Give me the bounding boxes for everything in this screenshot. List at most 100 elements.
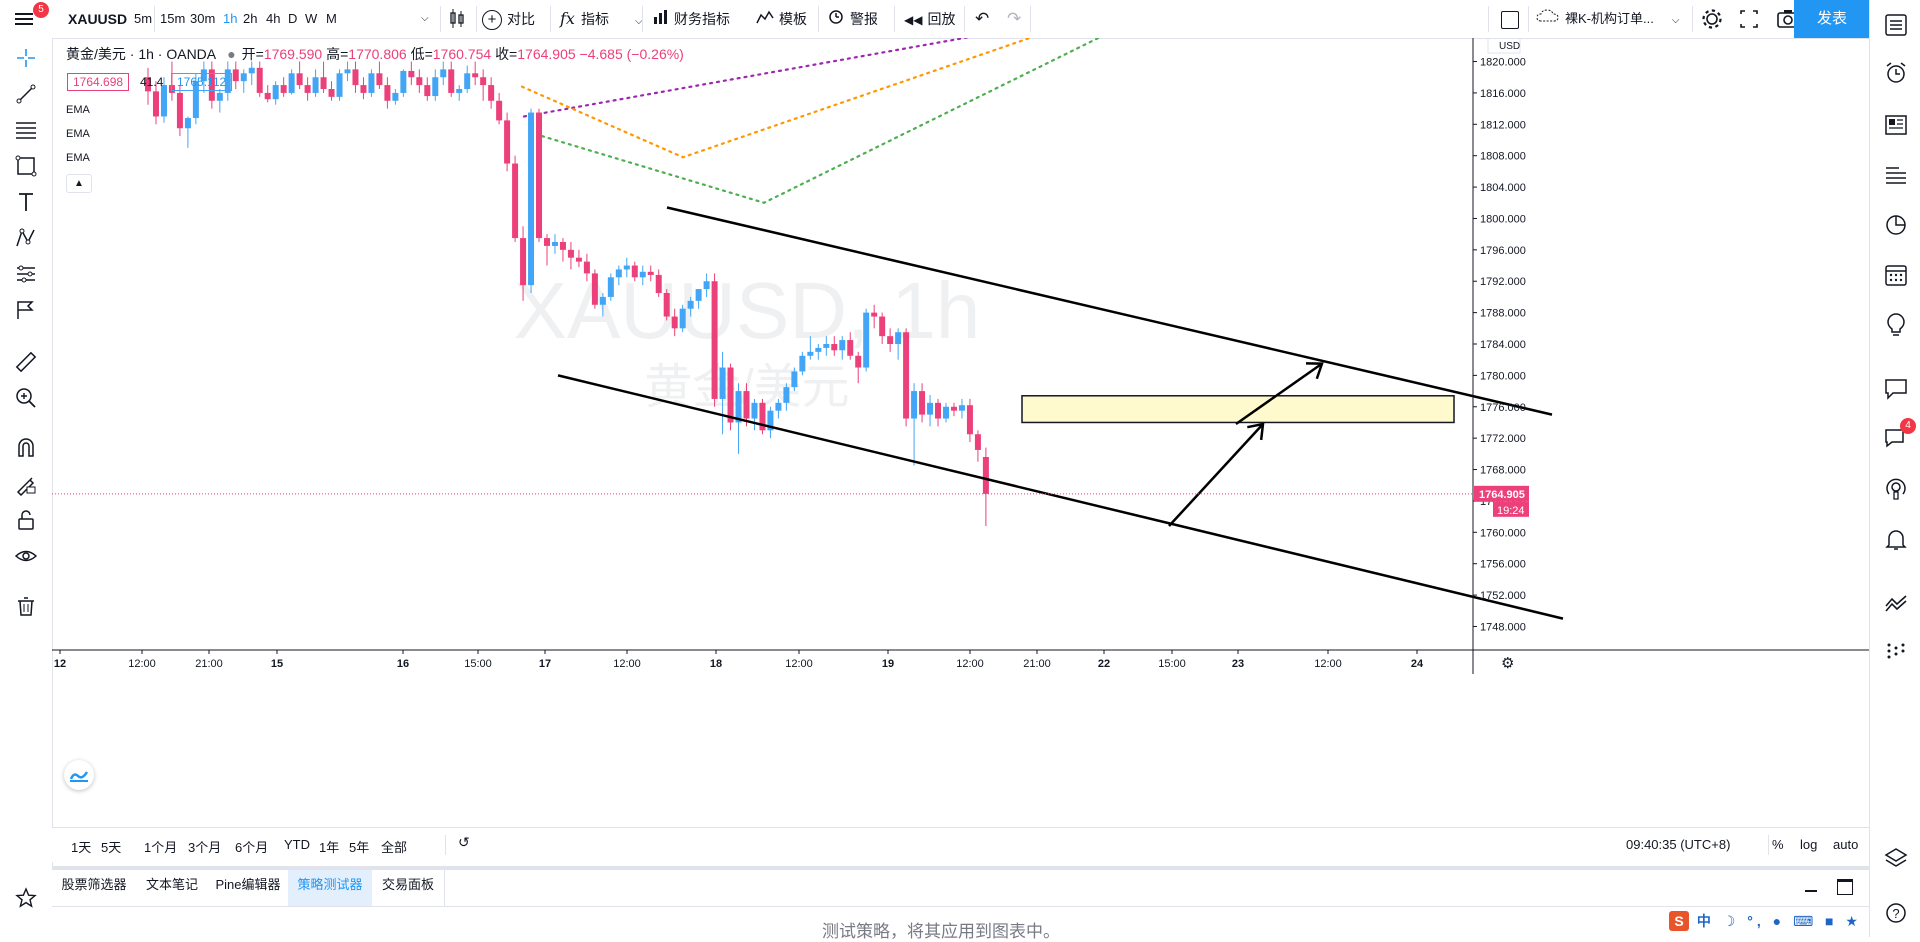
bid-price-box[interactable]: 1764.698 — [67, 73, 130, 91]
range-button-0[interactable]: 1天 — [71, 840, 92, 855]
symbol-search[interactable]: XAUUSD — [68, 11, 128, 27]
publish-button[interactable]: 发表 — [1794, 0, 1870, 38]
supply-zone-rectangle[interactable] — [1021, 395, 1455, 424]
ask-price-box[interactable]: 1765.112 — [171, 73, 233, 91]
arrow-up-2[interactable] — [1235, 362, 1323, 426]
range-button-6[interactable]: 1年 — [319, 840, 340, 855]
range-button-2[interactable]: 1个月 — [144, 840, 178, 855]
range-button-1[interactable]: 5天 — [101, 840, 122, 855]
range-button-5[interactable]: YTD — [284, 837, 310, 852]
calendar-icon[interactable] — [1883, 262, 1909, 288]
indicators-button[interactable]: fx 指标 ⌵ — [560, 0, 643, 38]
replay-button[interactable]: ◀◀ 回放 — [904, 0, 955, 38]
lightbulb-icon[interactable] — [1883, 312, 1909, 338]
range-button-4[interactable]: 6个月 — [235, 840, 269, 855]
range-button-3[interactable]: 3个月 — [188, 840, 222, 855]
icons-tool-icon[interactable] — [14, 298, 38, 322]
currency-label[interactable]: USD — [1499, 41, 1520, 52]
interval-W[interactable]: W — [305, 11, 318, 26]
layers-icon[interactable] — [1883, 846, 1909, 872]
settings-gear-icon[interactable] — [1700, 0, 1726, 38]
ema-line-0[interactable] — [540, 38, 1162, 204]
symbol-title[interactable]: 黄金/美元 · 1h · OANDA — [66, 46, 216, 62]
range-button-7[interactable]: 5年 — [349, 840, 370, 855]
ema-line-2[interactable] — [520, 38, 1162, 159]
tradingview-logo-icon[interactable] — [64, 760, 94, 790]
chat-icon[interactable] — [1883, 376, 1909, 402]
interval-D[interactable]: D — [288, 11, 298, 26]
tab-4[interactable]: 交易面板 — [372, 870, 445, 906]
alerts-button[interactable]: 警报 — [827, 0, 878, 38]
interval-2h[interactable]: 2h — [243, 11, 258, 26]
candle-body — [160, 85, 167, 117]
auto-scale-toggle[interactable]: auto — [1833, 837, 1859, 852]
streams-icon[interactable] — [1883, 476, 1909, 502]
ideas-list-icon[interactable] — [1883, 162, 1909, 188]
interval-15m[interactable]: 15m — [160, 11, 186, 26]
visibility-dots-icon[interactable]: ● — [227, 46, 236, 62]
minimize-panel-icon[interactable] — [1805, 890, 1817, 892]
magnet-icon[interactable] — [14, 436, 38, 460]
financials-button[interactable]: 财务指标 — [653, 0, 730, 38]
lock-drawing-icon[interactable] — [14, 472, 38, 497]
alarm-clock-icon[interactable] — [1883, 60, 1909, 86]
interval-1h[interactable]: 1h — [223, 11, 238, 26]
help-icon[interactable]: ? — [1883, 900, 1909, 926]
trading-panel-icon[interactable] — [1883, 590, 1909, 616]
notifications-bell-icon[interactable] — [1883, 526, 1909, 552]
fib-retracement-icon[interactable] — [14, 118, 38, 142]
interval-M[interactable]: M — [326, 11, 337, 26]
clock-time[interactable]: 09:40:35 (UTC+8) — [1626, 837, 1731, 852]
log-scale-toggle[interactable]: log — [1800, 837, 1818, 852]
trash-icon[interactable] — [14, 594, 38, 618]
shape-rectangle-icon[interactable] — [14, 154, 38, 178]
pattern-tool-icon[interactable] — [14, 226, 38, 250]
tab-2[interactable]: Pine编辑器 — [208, 870, 289, 906]
eye-icon[interactable] — [14, 544, 38, 568]
prediction-tool-icon[interactable] — [14, 262, 38, 286]
layout-select-icon[interactable] — [1501, 0, 1519, 38]
interval-dropdown-icon[interactable]: ⌵ — [421, 13, 429, 24]
redo-icon[interactable]: ↷ — [1007, 9, 1022, 28]
lower-channel-line[interactable] — [557, 374, 1564, 620]
candle-style-icon[interactable] — [446, 0, 470, 38]
indicator-label-ema-1[interactable]: EMA — [66, 104, 90, 116]
zoom-in-icon[interactable] — [14, 386, 38, 410]
compare-button[interactable]: + 对比 — [482, 0, 535, 38]
currency-box[interactable] — [1487, 38, 1521, 54]
ruler-icon[interactable] — [14, 350, 38, 374]
tab-3[interactable]: 策略测试器 — [288, 870, 373, 906]
chart-settings-icon[interactable]: ⚙ — [1501, 654, 1514, 672]
trend-line-icon[interactable] — [14, 82, 38, 106]
watchlist-icon[interactable] — [1883, 12, 1909, 38]
text-tool-icon[interactable] — [14, 190, 38, 214]
interval-30m[interactable]: 30m — [190, 11, 216, 26]
maximize-panel-icon[interactable] — [1837, 879, 1853, 895]
indicator-label-ema-3[interactable]: EMA — [66, 152, 90, 164]
crosshair-icon[interactable] — [14, 46, 38, 70]
arrow-up-1[interactable] — [1168, 423, 1264, 527]
indicator-label-ema-2[interactable]: EMA — [66, 128, 90, 140]
templates-button[interactable]: 模板 — [756, 0, 807, 38]
range-button-8[interactable]: 全部 — [381, 840, 408, 855]
ime-toolbar[interactable]: S 中 ☽ °, ● ⌨ ■ ★ 全 简 ⚙ — [1669, 911, 1920, 933]
fullscreen-icon[interactable] — [1738, 0, 1764, 38]
percent-scale-toggle[interactable]: % — [1772, 837, 1784, 852]
interval-4h[interactable]: 4h — [266, 11, 281, 26]
interval-5m[interactable]: 5m — [134, 11, 153, 26]
collapse-legend-button[interactable]: ▲ — [66, 174, 92, 193]
order-book-icon[interactable] — [1883, 638, 1909, 664]
menu-icon[interactable] — [14, 0, 36, 38]
unlock-icon[interactable] — [14, 508, 38, 532]
tab-1[interactable]: 文本笔记 — [136, 870, 209, 906]
date-range-icon[interactable]: ↺ — [458, 834, 470, 850]
favorite-star-icon[interactable] — [14, 886, 38, 910]
news-icon[interactable] — [1883, 112, 1909, 138]
tab-0[interactable]: 股票筛选器 — [52, 870, 137, 906]
layout-name-button[interactable]: 裸K-机构订单... ⌵ — [1536, 0, 1679, 38]
ema-line-1[interactable] — [522, 38, 1162, 118]
undo-icon[interactable]: ↶ — [975, 9, 990, 28]
upper-channel-line[interactable] — [666, 206, 1553, 416]
data-window-icon[interactable] — [1883, 212, 1909, 238]
